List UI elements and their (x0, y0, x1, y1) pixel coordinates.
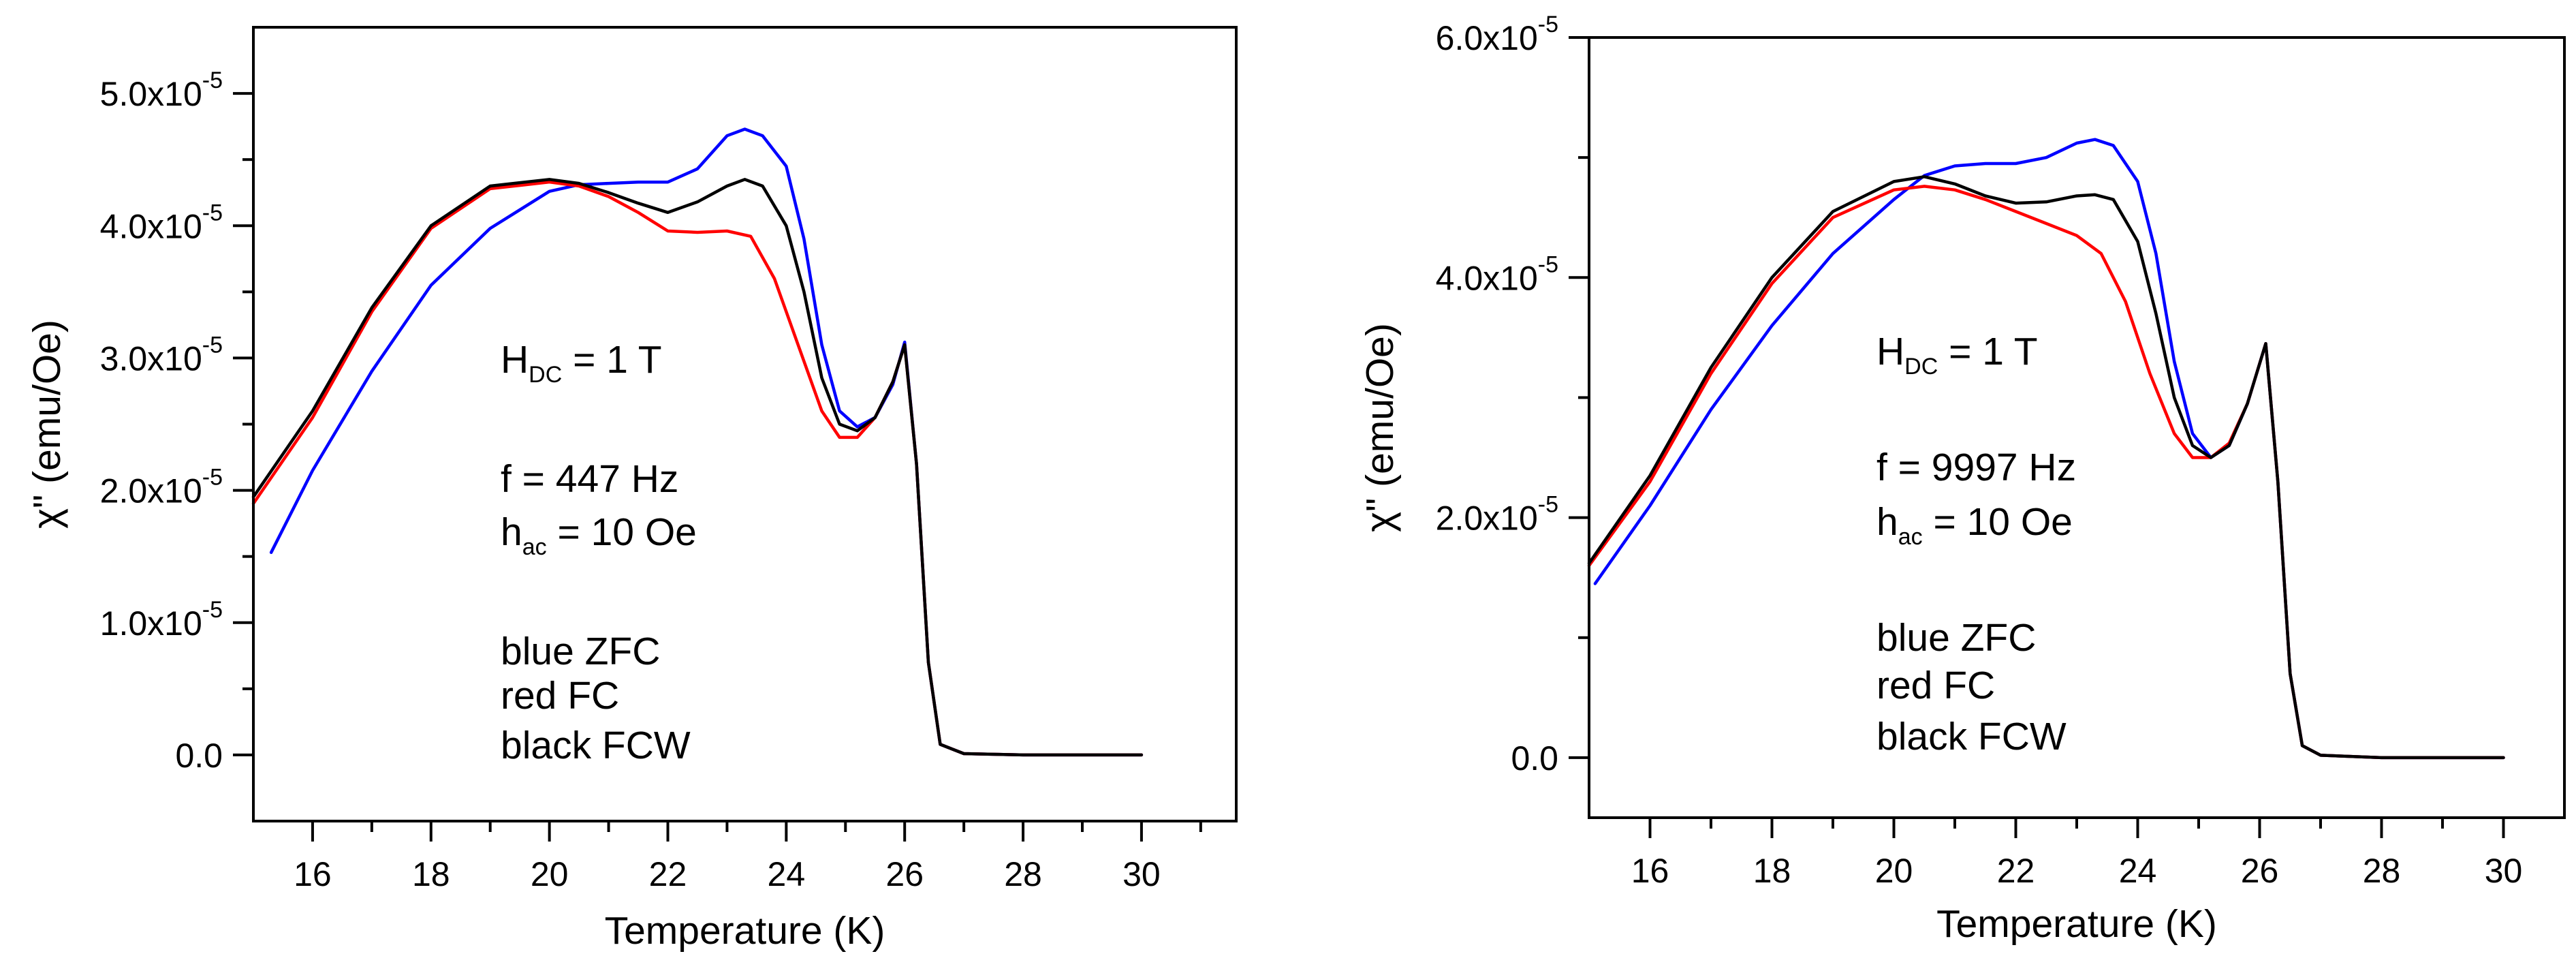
x-tick-label: 24 (2119, 852, 2157, 890)
series-fcw-line (1587, 175, 2505, 760)
right-x-axis-title: Temperature (K) (1936, 902, 2217, 946)
series-zfc-line (269, 127, 1144, 757)
y-tick-label: 2.0x10-5 (100, 465, 223, 510)
x-tick-label: 22 (649, 855, 687, 893)
y-tick-label: 5.0x10-5 (100, 67, 223, 113)
chart-left: 16 18 20 22 24 26 28 30 0.0 1.0x10-5 2.0x10-5 3.0x… (25, 26, 1238, 953)
y-tick-label: 6.0x10-5 (1436, 12, 1558, 57)
x-tick-label: 16 (1631, 852, 1669, 890)
right-y-axis-title: χ" (emu/Oe) (1358, 323, 1402, 532)
right-ticks (1569, 36, 2505, 838)
x-tick-label: 24 (768, 855, 806, 893)
y-tick-label: 4.0x10-5 (1436, 251, 1558, 297)
right-legend-fc: red FC (1876, 664, 1995, 707)
x-tick-label: 20 (1875, 852, 1913, 890)
right-plot-frame (1588, 36, 2566, 819)
left-ticks (233, 92, 1202, 842)
right-y-tick-labels: 0.0 2.0x10-5 4.0x10-5 6.0x10-5 (1436, 12, 1558, 777)
left-series-layer (251, 127, 1144, 757)
y-tick-label: 2.0x10-5 (1436, 492, 1558, 538)
right-legend-fcw: black FCW (1876, 715, 2067, 758)
left-legend-fcw: black FCW (501, 724, 691, 767)
left-annot-frequency: f = 447 Hz (501, 457, 678, 501)
right-series-layer (1587, 138, 2505, 760)
x-tick-label: 20 (531, 855, 569, 893)
x-tick-label: 28 (2363, 852, 2401, 890)
x-tick-label: 18 (412, 855, 450, 893)
x-tick-label: 26 (2241, 852, 2279, 890)
x-tick-label: 16 (294, 855, 332, 893)
right-legend-zfc: blue ZFC (1876, 616, 2036, 660)
x-tick-label: 26 (885, 855, 924, 893)
y-tick-label: 3.0x10-5 (100, 332, 223, 377)
left-legend-fc: red FC (501, 674, 619, 718)
left-legend-zfc: blue ZFC (501, 630, 660, 673)
x-tick-label: 18 (1753, 852, 1791, 890)
y-tick-label: 4.0x10-5 (100, 200, 223, 245)
left-y-axis-title: χ" (emu/Oe) (25, 320, 69, 529)
left-x-axis-title: Temperature (K) (605, 909, 885, 953)
series-fcw-line (251, 178, 1144, 757)
left-y-tick-labels: 0.0 1.0x10-5 2.0x10-5 3.0x10-5 4.0x10-5 5.0x1… (100, 67, 223, 775)
right-x-tick-labels: 16 18 20 22 24 26 28 30 (1631, 852, 2523, 890)
x-tick-label: 28 (1004, 855, 1042, 893)
x-tick-label: 30 (2485, 852, 2523, 890)
left-annot-hdc: HDC = 1 T (501, 338, 662, 388)
chart-right: 16 18 20 22 24 26 28 30 0.0 2.0x10-5 4.0x10-5 6.0x… (1358, 12, 2566, 946)
left-plot-frame (252, 26, 1238, 822)
right-annot-hdc: HDC = 1 T (1876, 330, 2038, 380)
x-tick-label: 22 (1997, 852, 2035, 890)
y-tick-label: 0.0 (1511, 739, 1558, 777)
left-x-tick-labels: 16 18 20 22 24 26 28 30 (294, 855, 1161, 893)
left-annot-hac: hac = 10 Oe (501, 510, 697, 560)
right-annot-frequency: f = 9997 Hz (1876, 446, 2076, 489)
y-tick-label: 0.0 (175, 737, 223, 775)
right-annot-hac: hac = 10 Oe (1876, 500, 2073, 550)
right-annotations: HDC = 1 T f = 9997 Hz hac = 10 Oe blue Z… (1876, 330, 2076, 758)
x-tick-label: 30 (1122, 855, 1161, 893)
y-tick-label: 1.0x10-5 (100, 597, 223, 643)
left-annotations: HDC = 1 T f = 447 Hz hac = 10 Oe blue ZF… (501, 338, 697, 767)
series-fc-line (251, 180, 1144, 757)
